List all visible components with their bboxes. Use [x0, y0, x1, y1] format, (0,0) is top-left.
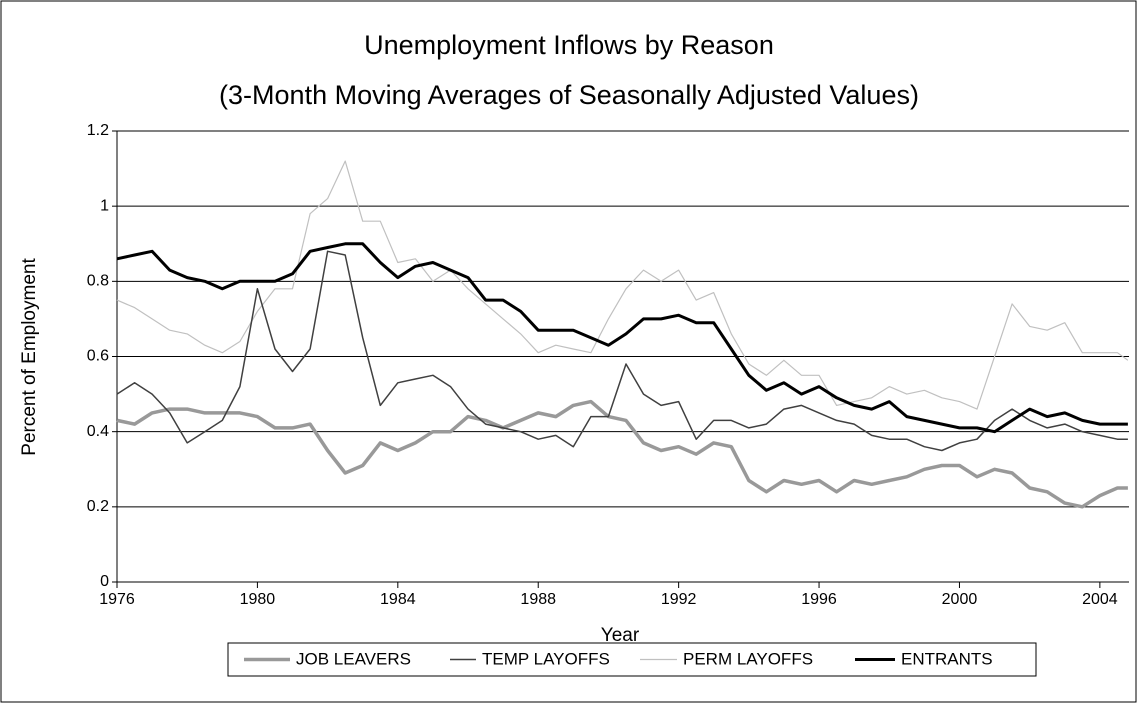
x-tick-label: 1996	[801, 591, 837, 608]
y-tick-label: 0.4	[87, 423, 109, 440]
series-line	[116, 399, 1128, 509]
x-tick-label: 1988	[520, 591, 556, 608]
y-axis-label: Percent of Employment	[19, 258, 40, 456]
series-line	[116, 250, 1128, 452]
legend-label: JOB LEAVERS	[296, 649, 411, 668]
legend-label: TEMP LAYOFFS	[482, 649, 610, 668]
x-tick-label: 1976	[99, 591, 135, 608]
chart-title: Unemployment Inflows by Reason	[364, 30, 774, 60]
y-tick-label: 0.2	[87, 498, 109, 515]
x-tick-label: 2004	[1082, 591, 1118, 608]
y-tick-label: 0.6	[87, 348, 109, 365]
x-tick-label: 1984	[380, 591, 416, 608]
legend-label: PERM LAYOFFS	[683, 649, 813, 668]
x-tick-label: 2000	[942, 591, 978, 608]
y-tick-label: 1.2	[87, 122, 109, 139]
y-tick-label: 0	[100, 573, 109, 590]
chart-subtitle: (3-Month Moving Averages of Seasonally A…	[219, 80, 919, 110]
x-axis-label: Year	[601, 625, 640, 646]
series-line	[116, 160, 1129, 410]
series-line	[116, 242, 1128, 434]
legend-label: ENTRANTS	[901, 649, 993, 668]
legend-box	[227, 642, 1037, 677]
x-tick-label: 1992	[661, 591, 697, 608]
x-tick-label: 1980	[240, 591, 276, 608]
y-tick-label: 0.8	[87, 273, 109, 290]
y-tick-label: 1	[100, 197, 109, 214]
